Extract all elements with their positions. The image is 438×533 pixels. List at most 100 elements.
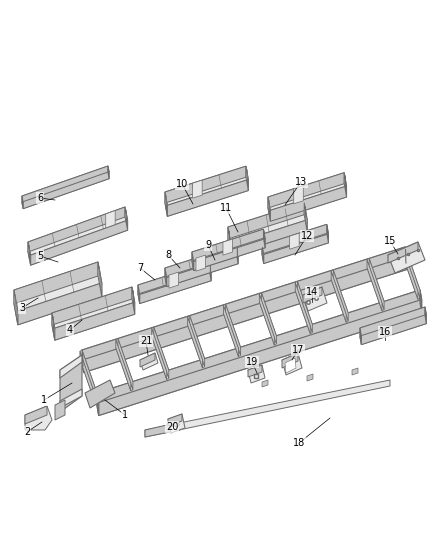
Polygon shape xyxy=(108,166,109,179)
Text: 9: 9 xyxy=(205,240,211,250)
Polygon shape xyxy=(28,207,125,252)
Polygon shape xyxy=(270,186,346,221)
Polygon shape xyxy=(106,211,115,228)
Polygon shape xyxy=(268,173,344,208)
Polygon shape xyxy=(345,176,346,191)
Text: 10: 10 xyxy=(176,179,188,189)
Polygon shape xyxy=(165,166,246,203)
Polygon shape xyxy=(192,252,194,271)
Polygon shape xyxy=(262,224,328,255)
Polygon shape xyxy=(303,287,322,303)
Polygon shape xyxy=(352,368,358,375)
Polygon shape xyxy=(228,203,307,244)
Polygon shape xyxy=(80,350,97,394)
Polygon shape xyxy=(228,227,231,256)
Polygon shape xyxy=(304,203,307,232)
Text: 11: 11 xyxy=(220,203,232,213)
Polygon shape xyxy=(331,270,348,314)
Polygon shape xyxy=(367,260,382,311)
Polygon shape xyxy=(360,328,361,345)
Polygon shape xyxy=(99,266,100,288)
Polygon shape xyxy=(82,350,84,373)
Polygon shape xyxy=(15,295,16,316)
Polygon shape xyxy=(262,380,268,387)
Polygon shape xyxy=(167,255,238,287)
Polygon shape xyxy=(23,172,109,208)
Polygon shape xyxy=(97,290,420,406)
Polygon shape xyxy=(259,293,276,337)
Polygon shape xyxy=(295,289,312,334)
Polygon shape xyxy=(28,207,127,255)
Polygon shape xyxy=(360,307,425,337)
Polygon shape xyxy=(118,338,133,390)
Polygon shape xyxy=(31,220,127,265)
Polygon shape xyxy=(333,270,348,321)
Polygon shape xyxy=(138,271,211,303)
Polygon shape xyxy=(194,239,265,271)
Polygon shape xyxy=(52,287,135,328)
Polygon shape xyxy=(344,173,346,197)
Text: 6: 6 xyxy=(37,193,43,203)
Polygon shape xyxy=(140,353,158,370)
Polygon shape xyxy=(25,406,47,424)
Polygon shape xyxy=(14,276,102,325)
Polygon shape xyxy=(29,245,30,259)
Polygon shape xyxy=(294,186,303,204)
Polygon shape xyxy=(290,233,299,249)
Polygon shape xyxy=(152,327,169,372)
Polygon shape xyxy=(327,224,328,243)
Polygon shape xyxy=(246,166,248,190)
Polygon shape xyxy=(14,262,102,311)
Polygon shape xyxy=(14,262,98,304)
Polygon shape xyxy=(22,166,109,201)
Polygon shape xyxy=(55,400,65,420)
Polygon shape xyxy=(209,262,211,281)
Polygon shape xyxy=(264,234,328,263)
Polygon shape xyxy=(138,262,211,295)
Polygon shape xyxy=(168,414,185,433)
Polygon shape xyxy=(403,248,418,300)
Polygon shape xyxy=(223,304,240,349)
Polygon shape xyxy=(52,287,132,325)
Polygon shape xyxy=(405,247,406,270)
Polygon shape xyxy=(305,206,306,224)
Text: 20: 20 xyxy=(166,422,178,432)
Text: 15: 15 xyxy=(384,236,396,246)
Polygon shape xyxy=(388,242,425,273)
Polygon shape xyxy=(192,229,263,261)
Polygon shape xyxy=(22,196,23,208)
Text: 4: 4 xyxy=(67,325,73,335)
Polygon shape xyxy=(80,351,95,402)
Polygon shape xyxy=(126,210,127,224)
Polygon shape xyxy=(169,272,179,288)
Polygon shape xyxy=(60,355,82,378)
Text: 16: 16 xyxy=(379,327,391,337)
Polygon shape xyxy=(223,305,238,357)
Polygon shape xyxy=(369,259,384,310)
Text: 1: 1 xyxy=(122,410,128,420)
Polygon shape xyxy=(268,173,346,211)
Polygon shape xyxy=(190,316,205,367)
Polygon shape xyxy=(165,192,167,216)
Polygon shape xyxy=(138,262,209,294)
Polygon shape xyxy=(133,290,134,307)
Polygon shape xyxy=(52,299,135,340)
Polygon shape xyxy=(259,294,274,345)
Polygon shape xyxy=(295,282,310,334)
Text: 5: 5 xyxy=(37,251,43,261)
Polygon shape xyxy=(82,350,97,401)
Polygon shape xyxy=(116,338,133,383)
Polygon shape xyxy=(192,229,265,262)
Polygon shape xyxy=(165,254,238,287)
Polygon shape xyxy=(60,355,82,412)
Polygon shape xyxy=(360,316,426,345)
Polygon shape xyxy=(132,287,135,314)
Polygon shape xyxy=(165,245,237,277)
Polygon shape xyxy=(187,324,205,368)
Polygon shape xyxy=(154,327,169,378)
Polygon shape xyxy=(223,239,233,255)
Polygon shape xyxy=(361,314,426,345)
Polygon shape xyxy=(425,307,426,324)
Polygon shape xyxy=(145,422,180,437)
Text: 21: 21 xyxy=(140,336,152,346)
